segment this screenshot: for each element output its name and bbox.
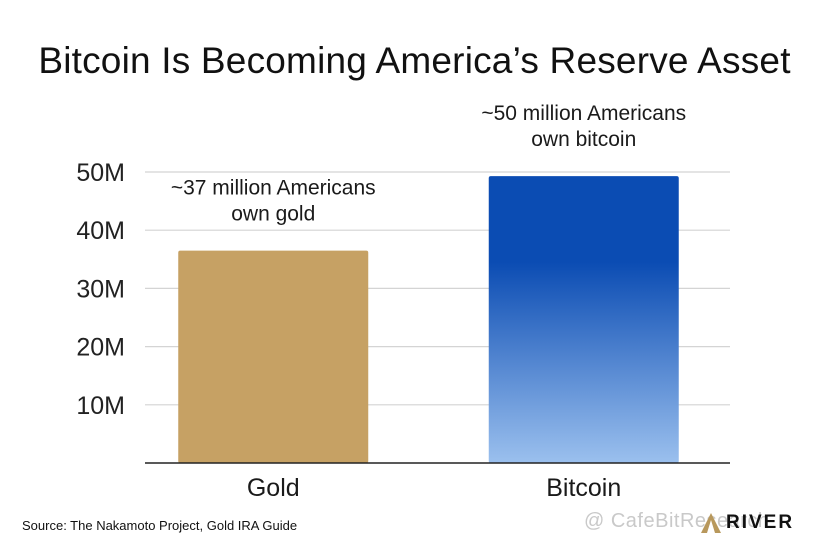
watermark: @ CafeBitResearch — [584, 510, 770, 532]
bar-annotations: ~37 million Americans own gold ~50 million… — [171, 102, 686, 225]
brand-name: RIVER — [726, 512, 795, 533]
brand-logo: RIVER — [700, 512, 794, 534]
river-mountain-icon — [701, 513, 721, 533]
bar-annotation: own gold — [231, 203, 315, 226]
bar-annotation: own bitcoin — [531, 128, 636, 151]
bars — [178, 176, 679, 463]
y-tick-label: 30M — [76, 275, 125, 303]
y-tick-label: 50M — [76, 159, 125, 187]
y-tick-label: 10M — [76, 392, 125, 420]
bar-bitcoin — [488, 176, 679, 463]
y-tick-label: 40M — [76, 217, 125, 245]
bar-gold — [178, 250, 369, 463]
y-tick-label: 20M — [76, 334, 125, 362]
source-note: Source: The Nakamoto Project, Gold IRA G… — [22, 518, 298, 533]
x-axis-ticks: Gold Bitcoin — [247, 474, 621, 502]
x-tick-label: Gold — [247, 474, 300, 502]
bar-annotation: ~37 million Americans — [171, 177, 376, 200]
y-axis-ticks: 10M 20M 30M 40M 50M — [76, 159, 125, 420]
bar-annotation: ~50 million Americans — [481, 102, 686, 125]
chart-title: Bitcoin Is Becoming America’s Reserve As… — [38, 40, 791, 81]
x-tick-label: Bitcoin — [546, 474, 621, 502]
